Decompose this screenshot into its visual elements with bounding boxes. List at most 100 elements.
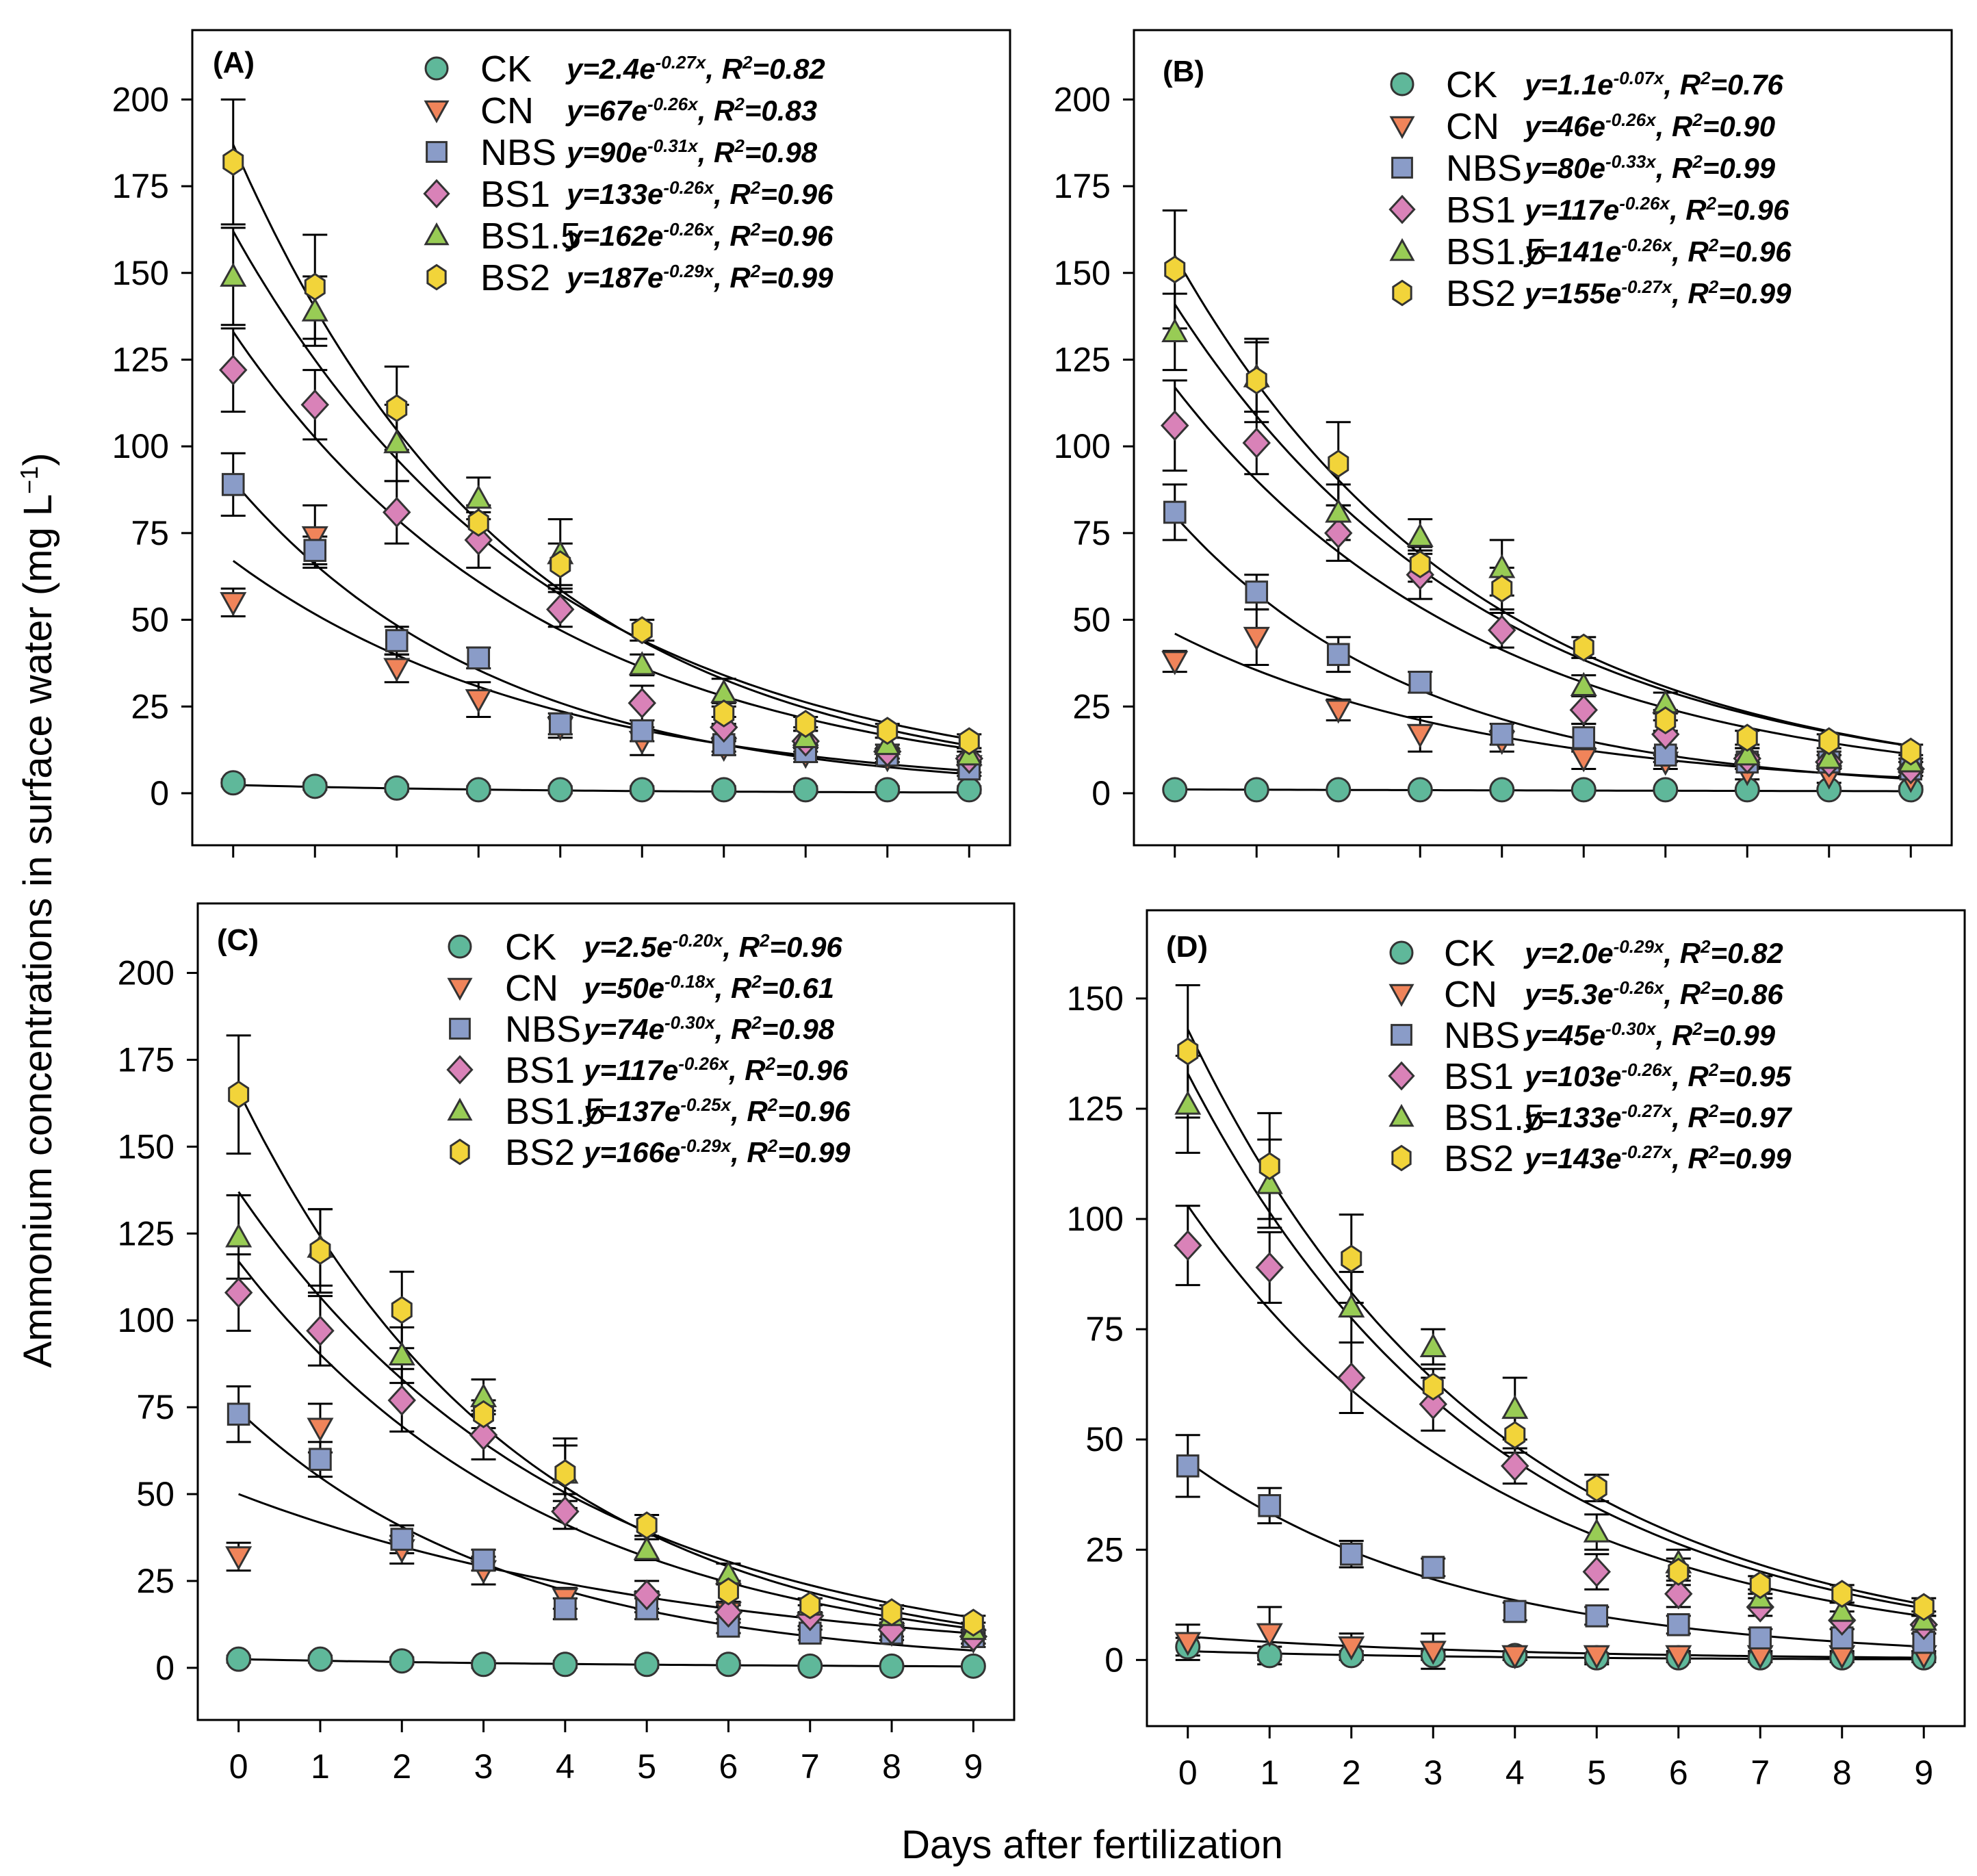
fit-curve-cn [232,560,970,772]
data-point-bs2 [1655,706,1677,735]
data-point-nbs [798,1621,822,1645]
y-axis-title: Ammonium concentrations in surface water… [15,453,61,1368]
y-tick-label: 125 [1067,1090,1124,1128]
data-point-nbs [390,1528,414,1551]
fit-curve-nbs [237,1410,974,1652]
data-point-cn [301,526,328,551]
data-point-cn [1406,723,1434,748]
data-point-nbs [1490,723,1514,746]
legend-marker-bs1-5 [1389,237,1415,261]
fit-curve-ck [1187,1650,1924,1660]
data-point-bs1-5 [1583,1518,1610,1543]
data-point-bs1 [1501,1450,1529,1482]
legend-marker-bs1 [446,1055,474,1085]
data-point-bs2 [1573,633,1594,662]
data-point-bs2 [631,616,653,645]
data-point-ck [715,1652,741,1678]
legend: CK y=2.4e-0.27x, R2=0.82 CN y=67e-0.26x, R2… [423,49,834,298]
data-point-bs1-5 [465,485,492,509]
data-point-bs2 [309,1237,331,1265]
data-point-cn [465,689,492,714]
y-tick-label: 125 [1054,340,1111,378]
data-point-nbs [1339,1542,1363,1566]
legend-marker-nbs [1391,1024,1412,1046]
data-point-bs1-5 [628,651,656,676]
data-point-bs1 [1324,517,1353,549]
data-point-cn [1161,651,1189,676]
data-point-nbs [1572,726,1596,749]
data-point-bs2 [1900,737,1922,766]
legend-label: BS1 [480,174,550,215]
data-point-bs1 [306,1315,335,1347]
data-point-nbs [221,473,245,496]
data-point-nbs [548,712,572,736]
fit-curve-bs1-5 [232,231,970,741]
data-point-nbs [1421,1556,1445,1579]
data-point-bs2 [1913,1593,1935,1621]
data-point-bs1 [464,524,493,556]
data-point-nbs [1176,1454,1200,1478]
legend-label: BS2 [1446,273,1516,314]
data-point-nbs [1748,1626,1772,1649]
fit-curve-bs1 [1187,1205,1924,1617]
legend-equation: y=45e-0.30x, R2=0.99 [1523,1018,1776,1051]
legend-equation: y=90e-0.31x, R2=0.98 [565,136,818,168]
data-point-nbs [227,1402,250,1426]
legend-equation: y=80e-0.33x, R2=0.99 [1523,151,1776,184]
fit-curve-bs2 [1187,1029,1924,1606]
data-point-bs1-5 [710,678,738,704]
legend: CK y=1.1e-0.07x, R2=0.76 CN y=46e-0.26x, R2… [1388,64,1792,314]
legend-marker-ck [448,934,472,959]
y-tick-label: 125 [112,340,169,378]
legend-equation: y=46e-0.26x, R2=0.90 [1523,110,1775,142]
data-point-bs2 [1258,1152,1280,1181]
legend-label: NBS [505,1009,581,1050]
data-point-nbs [385,629,409,652]
x-tick-label: 9 [1914,1753,1933,1792]
legend-label: CN [1444,974,1497,1015]
y-tick-label: 200 [112,80,169,118]
data-point-ck [220,770,246,796]
data-point-ck [1243,777,1269,803]
legend-marker-nbs [1391,157,1413,179]
x-tick-label: 1 [311,1747,330,1786]
legend-marker-bs1 [1388,1061,1415,1091]
data-point-bs1 [387,1385,416,1416]
legend-marker-ck [424,56,449,81]
x-tick-label: 6 [1669,1753,1688,1792]
x-tick-label: 1 [1260,1753,1279,1792]
y-tick-label: 50 [1072,601,1111,639]
legend-equation: y=2.4e-0.27x, R2=0.82 [565,52,825,85]
x-tick-label: 0 [1178,1753,1198,1792]
data-point-bs1 [300,389,329,420]
data-point-ck [792,777,818,803]
data-point-ck [875,777,901,803]
data-point-bs2 [881,1598,903,1627]
data-point-cn [383,658,411,682]
legend-equation: y=137e-0.25x, R2=0.96 [582,1094,851,1127]
legend-marker-cn [447,977,473,1001]
data-point-ck [302,773,328,799]
fit-curve-bs2 [1174,255,1911,747]
y-tick-label: 0 [150,774,169,812]
panel-b: 0 25 50 75 100 125 150 175 200 (B) CK y=1.1e-0.07x,… [1054,29,1953,858]
legend-label: CK [480,49,532,90]
plot-frame [1133,29,1953,847]
panel-d: 0 25 50 75 100 125 150 0 1 2 3 4 5 6 7 8 9 (D) CK y=2.0e-0.… [1067,909,1966,1792]
legend-label: BS1.5 [1444,1097,1545,1138]
data-point-bs1 [551,1495,580,1528]
data-point-ck [547,777,573,803]
fit-curve-nbs [1187,1461,1924,1648]
data-point-bs2 [1164,255,1186,284]
legend-equation: y=133e-0.27x, R2=0.97 [1523,1101,1792,1133]
legend-equation: y=1.1e-0.07x, R2=0.76 [1523,68,1783,101]
data-point-ck [634,1652,660,1678]
data-point-ck [797,1653,823,1679]
data-point-bs1-5 [1733,741,1761,766]
data-point-ck [1571,777,1597,803]
data-point-bs1-5 [1501,1394,1529,1419]
data-point-bs2 [1409,550,1431,578]
data-point-ck [629,777,655,803]
data-point-cn [1501,1645,1529,1669]
fit-curve-bs1 [232,331,970,750]
